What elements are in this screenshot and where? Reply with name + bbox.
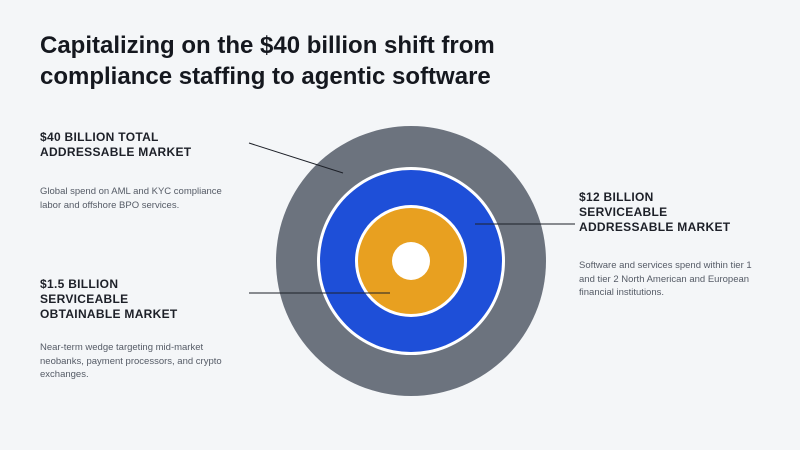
tam-heading: $40 BILLION TOTAL ADDRESSABLE MARKET [40, 130, 192, 159]
sam-heading: $12 BILLION SERVICEABLE ADDRESSABLE MARK… [579, 190, 731, 234]
center-dot [392, 242, 430, 280]
som-heading: $1.5 BILLION SERVICEABLE OBTAINABLE MARK… [40, 277, 178, 321]
slide-title: Capitalizing on the $40 billion shift fr… [40, 32, 495, 90]
som-description: Near-term wedge targeting mid-market neo… [40, 342, 222, 380]
tam-description: Global spend on AML and KYC compliance l… [40, 186, 222, 211]
sam-description: Software and services spend within tier … [579, 260, 752, 298]
tam-pointer [248, 142, 344, 174]
